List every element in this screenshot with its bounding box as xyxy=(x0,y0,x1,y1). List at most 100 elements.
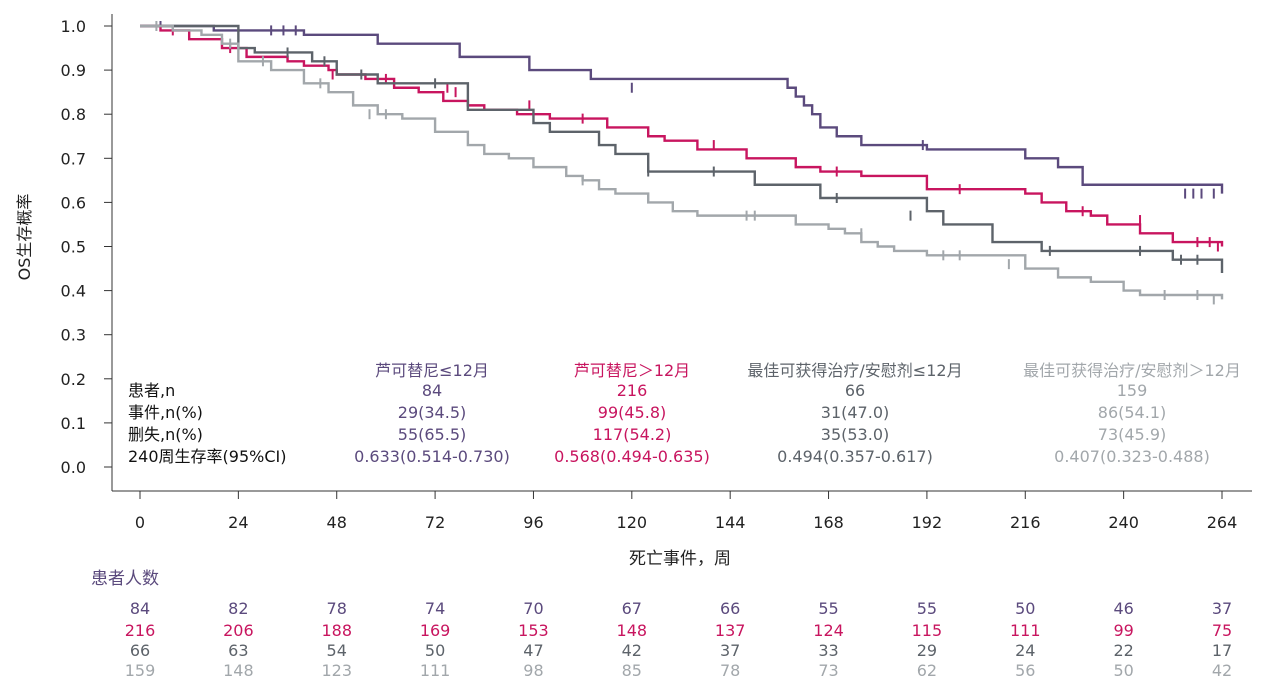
risk-count: 124 xyxy=(813,621,844,640)
risk-count: 22 xyxy=(1113,641,1133,660)
risk-count: 62 xyxy=(917,661,937,680)
y-tick-label: 0.4 xyxy=(61,282,86,301)
risk-table: 84 82 78 74 70 67 66 55 55 50 46 37 216 206 188 169 153 1… xyxy=(125,599,1232,680)
stats-cell: 66 xyxy=(845,381,865,400)
risk-count: 29 xyxy=(917,641,937,660)
risk-count: 99 xyxy=(1113,621,1133,640)
y-tick-label: 1.0 xyxy=(61,17,86,36)
y-tick-label: 0.1 xyxy=(61,414,86,433)
risk-table-title: 患者人数 xyxy=(91,569,159,589)
risk-count: 148 xyxy=(223,661,254,680)
stats-cell: 216 xyxy=(617,381,648,400)
y-tick-label: 0.8 xyxy=(61,105,86,124)
x-tick-label: 48 xyxy=(327,513,347,532)
stats-row-label: 事件,n(%) xyxy=(128,403,203,422)
risk-count: 206 xyxy=(223,621,254,640)
stats-column-header: 最佳可获得治疗/安慰剂≤12月 xyxy=(747,361,962,380)
risk-count: 123 xyxy=(321,661,352,680)
risk-count: 148 xyxy=(617,621,648,640)
risk-count: 70 xyxy=(523,599,543,618)
y-tick-label: 0.3 xyxy=(61,326,86,345)
stats-cell: 35(53.0) xyxy=(821,425,889,444)
x-axis-label: 死亡事件，周 xyxy=(629,549,731,569)
km-curve-series-3 xyxy=(140,24,1224,273)
km-curve-series-2 xyxy=(140,24,1224,247)
risk-count: 37 xyxy=(1212,599,1232,618)
x-tick-label: 144 xyxy=(715,513,746,532)
x-tick-label: 0 xyxy=(135,513,145,532)
risk-count: 33 xyxy=(818,641,838,660)
stats-cell: 117(54.2) xyxy=(593,425,672,444)
risk-count: 137 xyxy=(715,621,746,640)
risk-count: 42 xyxy=(622,641,642,660)
risk-count: 74 xyxy=(425,599,445,618)
y-tick-label: 0.2 xyxy=(61,370,86,389)
risk-count: 82 xyxy=(228,599,248,618)
stats-cell: 0.407(0.323-0.488) xyxy=(1054,447,1210,466)
risk-count: 56 xyxy=(1015,661,1035,680)
risk-count: 111 xyxy=(1010,621,1041,640)
stats-cell: 99(45.8) xyxy=(598,403,666,422)
risk-count: 54 xyxy=(327,641,347,660)
x-tick-label: 24 xyxy=(228,513,248,532)
x-tick-label: 96 xyxy=(523,513,543,532)
stats-column-header: 芦可替尼≤12月 xyxy=(375,361,489,380)
risk-count: 63 xyxy=(228,641,248,660)
series-layer xyxy=(140,21,1224,305)
stats-cell: 84 xyxy=(422,381,442,400)
stats-cell: 31(47.0) xyxy=(821,403,889,422)
y-tick-label: 0.9 xyxy=(61,61,86,80)
risk-count: 159 xyxy=(125,661,156,680)
risk-count: 47 xyxy=(523,641,543,660)
stats-row-label: 240周生存率(95%CI) xyxy=(128,447,286,466)
risk-count: 66 xyxy=(130,641,150,660)
stats-cell: 73(45.9) xyxy=(1098,425,1166,444)
risk-count: 46 xyxy=(1113,599,1133,618)
stats-table: 患者,n 事件,n(%) 删失,n(%) 240周生存率(95%CI) 芦可替尼≤12月… xyxy=(128,361,1241,466)
stats-cell: 0.494(0.357-0.617) xyxy=(777,447,933,466)
risk-count: 42 xyxy=(1212,661,1232,680)
risk-count: 50 xyxy=(425,641,445,660)
risk-count: 67 xyxy=(622,599,642,618)
risk-count: 216 xyxy=(125,621,156,640)
risk-count: 78 xyxy=(720,661,740,680)
x-tick-label: 168 xyxy=(813,513,844,532)
km-curve-series-1 xyxy=(140,24,1224,194)
risk-count: 66 xyxy=(720,599,740,618)
y-tick-label: 0.6 xyxy=(61,193,86,212)
stats-cell: 159 xyxy=(1117,381,1148,400)
y-tick-label: 0.5 xyxy=(61,238,86,257)
risk-count: 85 xyxy=(622,661,642,680)
axes: 0.0 0.1 0.2 0.3 0.4 0.5 0.6 0.7 0.8 0.9 1.0 0 24 48 72… xyxy=(61,14,1252,532)
stats-row-label: 患者,n xyxy=(128,381,175,400)
risk-count: 84 xyxy=(130,599,150,618)
x-tick-label: 192 xyxy=(912,513,943,532)
stats-column-header: 芦可替尼＞12月 xyxy=(574,361,690,380)
risk-count: 55 xyxy=(917,599,937,618)
y-tick-label: 0.7 xyxy=(61,149,86,168)
risk-count: 24 xyxy=(1015,641,1035,660)
y-tick-label: 0.0 xyxy=(61,458,86,477)
risk-count: 17 xyxy=(1212,641,1232,660)
risk-count: 188 xyxy=(321,621,352,640)
stats-cell: 0.633(0.514-0.730) xyxy=(354,447,510,466)
risk-count: 78 xyxy=(327,599,347,618)
risk-count: 169 xyxy=(420,621,451,640)
risk-count: 153 xyxy=(518,621,549,640)
risk-count: 37 xyxy=(720,641,740,660)
risk-count: 50 xyxy=(1113,661,1133,680)
stats-column-header: 最佳可获得治疗/安慰剂＞12月 xyxy=(1023,361,1241,380)
stats-row-label: 删失,n(%) xyxy=(128,425,203,444)
risk-count: 50 xyxy=(1015,599,1035,618)
risk-count: 98 xyxy=(523,661,543,680)
x-tick-label: 120 xyxy=(617,513,648,532)
y-axis-label: OS生存概率 xyxy=(15,194,34,281)
risk-count: 111 xyxy=(420,661,451,680)
stats-cell: 55(65.5) xyxy=(398,425,466,444)
x-tick-label: 216 xyxy=(1010,513,1041,532)
x-tick-label: 240 xyxy=(1108,513,1139,532)
x-tick-label: 72 xyxy=(425,513,445,532)
risk-count: 75 xyxy=(1212,621,1232,640)
